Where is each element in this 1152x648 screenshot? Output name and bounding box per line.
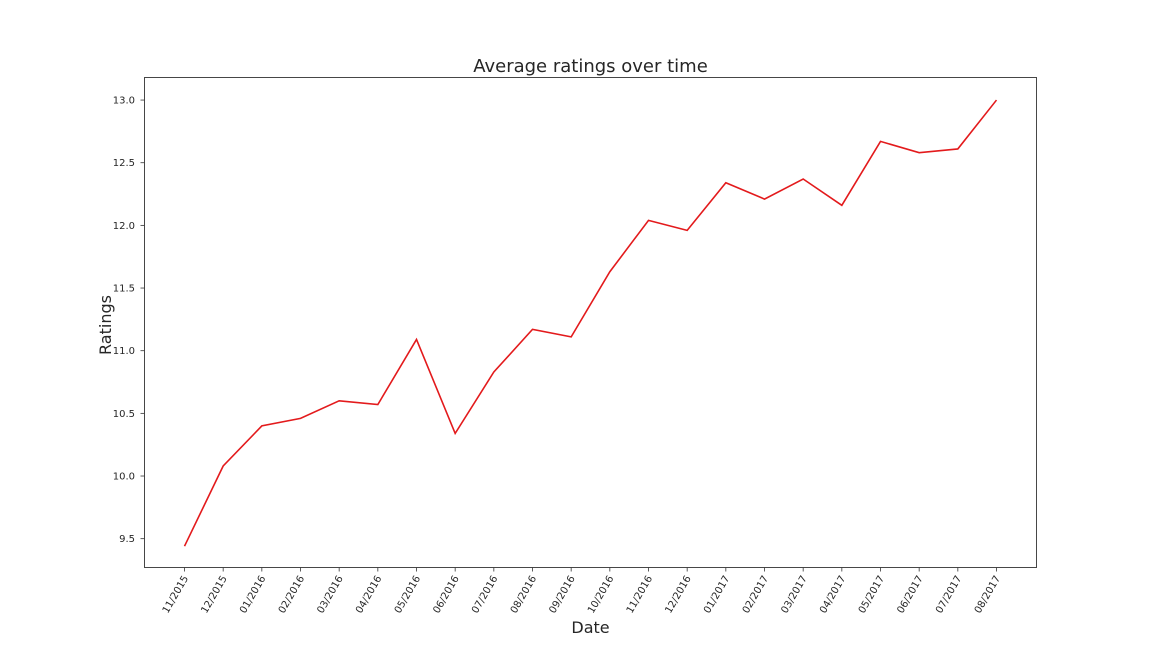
x-tick-label: 08/2017: [973, 574, 1003, 615]
x-tick-label: 02/2017: [741, 574, 771, 615]
y-tick-label: 10.5: [113, 409, 135, 420]
x-tick-label: 12/2015: [199, 574, 229, 615]
x-tick-label: 11/2015: [161, 574, 191, 615]
y-tick-label: 12.5: [113, 158, 135, 169]
x-axis-ticks: 11/2015 12/2015 01/2016 02/2016 03/2016 04/20…: [161, 567, 1003, 615]
x-tick-label: 07/2017: [934, 574, 964, 615]
x-tick-label: 01/2016: [238, 574, 268, 615]
y-axis-label: Ratings: [96, 295, 115, 355]
x-tick-label: 06/2017: [895, 574, 925, 615]
y-tick-label: 11.0: [113, 346, 135, 357]
series-line: [183, 99, 998, 547]
x-tick-label: 11/2016: [625, 574, 655, 615]
x-tick-label: 02/2016: [277, 574, 307, 615]
y-tick-label: 13.0: [113, 96, 135, 107]
y-tick-label: 11.5: [113, 284, 135, 295]
x-tick-label: 08/2016: [509, 574, 539, 615]
x-tick-label: 05/2016: [393, 574, 423, 615]
y-tick-label: 9.5: [119, 534, 135, 545]
x-tick-label: 04/2017: [818, 574, 848, 615]
plot-frame: [144, 77, 1037, 568]
x-tick-label: 03/2016: [315, 574, 345, 615]
x-tick-label: 05/2017: [857, 574, 887, 615]
y-tick-label: 12.0: [113, 221, 135, 232]
x-tick-label: 09/2016: [547, 574, 577, 615]
x-tick-label: 06/2016: [431, 574, 461, 615]
x-tick-label: 12/2016: [663, 574, 693, 615]
x-tick-label: 04/2016: [354, 574, 384, 615]
y-tick-label: 10.0: [113, 472, 135, 483]
x-tick-label: 07/2016: [470, 574, 500, 615]
x-tick-label: 01/2017: [702, 574, 732, 615]
y-axis-ticks: 9.5 10.0 10.5 11.0 11.5 12.0 12.5 13.0: [113, 96, 145, 545]
chart-title: Average ratings over time: [473, 56, 708, 77]
x-tick-label: 03/2017: [779, 574, 809, 615]
x-axis-label: Date: [571, 618, 609, 637]
x-tick-label: 10/2016: [586, 574, 616, 615]
